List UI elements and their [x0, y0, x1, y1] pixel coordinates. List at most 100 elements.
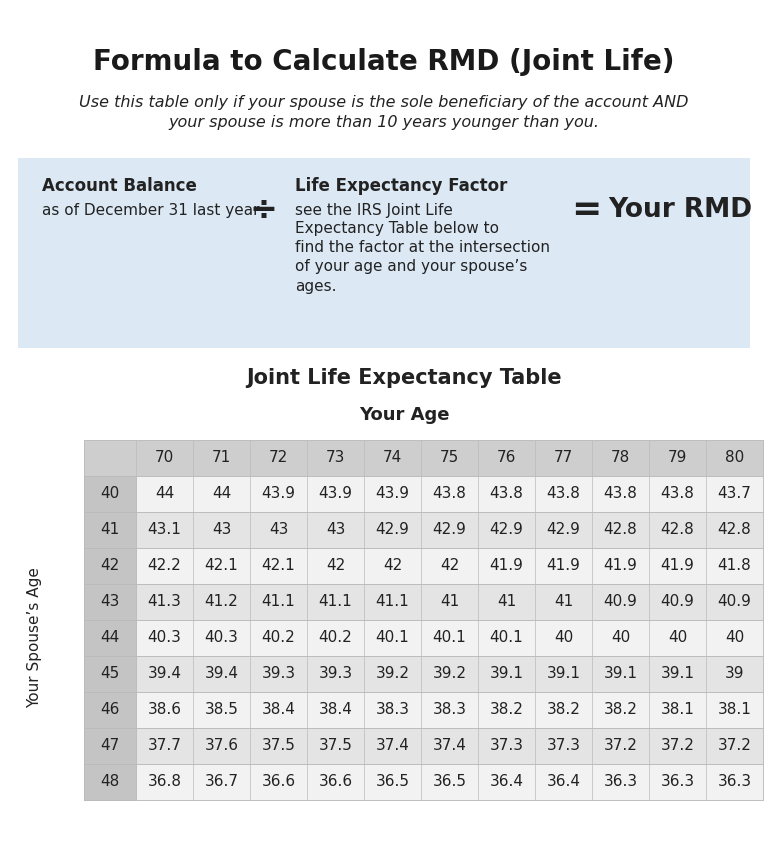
Text: 43.8: 43.8 — [547, 487, 581, 502]
Text: 36.4: 36.4 — [547, 775, 581, 790]
Text: 40.3: 40.3 — [147, 631, 181, 646]
Text: 42.9: 42.9 — [489, 523, 524, 537]
Text: 41.9: 41.9 — [660, 558, 694, 573]
Text: find the factor at the intersection: find the factor at the intersection — [295, 241, 550, 255]
Text: 72: 72 — [269, 450, 288, 466]
Text: Life Expectancy Factor: Life Expectancy Factor — [295, 177, 508, 195]
Text: 43.8: 43.8 — [604, 487, 637, 502]
Text: 39.2: 39.2 — [432, 667, 466, 681]
Text: 36.3: 36.3 — [717, 775, 752, 790]
Text: 40: 40 — [725, 631, 744, 646]
FancyBboxPatch shape — [84, 584, 763, 620]
Text: ages.: ages. — [295, 279, 336, 294]
Text: Account Balance: Account Balance — [42, 177, 197, 195]
Text: 43.7: 43.7 — [717, 487, 751, 502]
Text: 38.2: 38.2 — [547, 702, 581, 717]
Text: see the IRS Joint Life: see the IRS Joint Life — [295, 202, 453, 217]
Text: 38.3: 38.3 — [376, 702, 409, 717]
Text: 40.1: 40.1 — [490, 631, 523, 646]
Text: 41: 41 — [554, 594, 573, 610]
FancyBboxPatch shape — [84, 584, 136, 620]
Text: 43: 43 — [101, 594, 120, 610]
Text: 36.4: 36.4 — [489, 775, 524, 790]
FancyBboxPatch shape — [84, 692, 136, 728]
FancyBboxPatch shape — [18, 158, 750, 348]
Text: 37.3: 37.3 — [489, 738, 524, 754]
Text: Your Age: Your Age — [359, 406, 449, 424]
Text: Your RMD: Your RMD — [608, 197, 752, 223]
Text: 38.2: 38.2 — [489, 702, 524, 717]
Text: 41.9: 41.9 — [547, 558, 581, 573]
Text: 36.5: 36.5 — [376, 775, 409, 790]
Text: ÷: ÷ — [249, 194, 277, 226]
Text: 36.3: 36.3 — [660, 775, 694, 790]
Text: 42.8: 42.8 — [660, 523, 694, 537]
Text: 39.1: 39.1 — [660, 667, 694, 681]
Text: 39: 39 — [725, 667, 744, 681]
Text: 39.1: 39.1 — [547, 667, 581, 681]
Text: 43.9: 43.9 — [319, 487, 353, 502]
Text: 38.2: 38.2 — [604, 702, 637, 717]
Text: 37.5: 37.5 — [319, 738, 353, 754]
Text: 40.9: 40.9 — [604, 594, 637, 610]
Text: 39.4: 39.4 — [204, 667, 239, 681]
Text: 39.2: 39.2 — [376, 667, 409, 681]
Text: 41: 41 — [497, 594, 516, 610]
Text: of your age and your spouse’s: of your age and your spouse’s — [295, 259, 528, 274]
Text: 38.4: 38.4 — [262, 702, 296, 717]
Text: 71: 71 — [212, 450, 231, 466]
Text: 44: 44 — [212, 487, 231, 502]
Text: 40.2: 40.2 — [262, 631, 296, 646]
Text: 41.2: 41.2 — [204, 594, 238, 610]
FancyBboxPatch shape — [84, 764, 763, 800]
Text: 36.7: 36.7 — [204, 775, 239, 790]
Text: 42: 42 — [101, 558, 120, 573]
Text: 43.8: 43.8 — [489, 487, 524, 502]
Text: 48: 48 — [101, 775, 120, 790]
Text: 41.1: 41.1 — [262, 594, 296, 610]
Text: 41.1: 41.1 — [319, 594, 353, 610]
FancyBboxPatch shape — [84, 620, 763, 656]
Text: 40.9: 40.9 — [717, 594, 751, 610]
Text: 42.8: 42.8 — [604, 523, 637, 537]
FancyBboxPatch shape — [84, 512, 136, 548]
FancyBboxPatch shape — [84, 548, 136, 584]
Text: 39.3: 39.3 — [319, 667, 353, 681]
FancyBboxPatch shape — [84, 476, 136, 512]
Text: 40: 40 — [668, 631, 687, 646]
Text: 39.4: 39.4 — [147, 667, 181, 681]
Text: 37.2: 37.2 — [660, 738, 694, 754]
Text: 37.7: 37.7 — [147, 738, 181, 754]
FancyBboxPatch shape — [84, 656, 763, 692]
Text: 43.9: 43.9 — [376, 487, 409, 502]
Text: 37.3: 37.3 — [547, 738, 581, 754]
Text: 41: 41 — [101, 523, 120, 537]
FancyBboxPatch shape — [84, 476, 763, 512]
Text: 38.1: 38.1 — [660, 702, 694, 717]
Text: 41.9: 41.9 — [604, 558, 637, 573]
Text: 43.8: 43.8 — [660, 487, 694, 502]
Text: 41.9: 41.9 — [489, 558, 524, 573]
FancyBboxPatch shape — [84, 548, 763, 584]
FancyBboxPatch shape — [84, 728, 763, 764]
FancyBboxPatch shape — [84, 620, 136, 656]
Text: Use this table only if your spouse is the sole beneficiary of the account AND: Use this table only if your spouse is th… — [79, 95, 689, 110]
Text: 70: 70 — [155, 450, 174, 466]
Text: 43: 43 — [212, 523, 231, 537]
Text: =: = — [571, 193, 601, 227]
Text: 43.8: 43.8 — [432, 487, 466, 502]
Text: 44: 44 — [155, 487, 174, 502]
Text: 41.1: 41.1 — [376, 594, 409, 610]
Text: 77: 77 — [554, 450, 573, 466]
Text: 42.1: 42.1 — [204, 558, 238, 573]
Text: 43: 43 — [326, 523, 345, 537]
Text: 37.6: 37.6 — [204, 738, 239, 754]
Text: 38.1: 38.1 — [717, 702, 751, 717]
Text: 40.2: 40.2 — [319, 631, 353, 646]
Text: 41: 41 — [440, 594, 459, 610]
Text: 75: 75 — [440, 450, 459, 466]
FancyBboxPatch shape — [84, 656, 136, 692]
Text: 42: 42 — [326, 558, 345, 573]
Text: 43: 43 — [269, 523, 288, 537]
Text: 39.1: 39.1 — [489, 667, 524, 681]
